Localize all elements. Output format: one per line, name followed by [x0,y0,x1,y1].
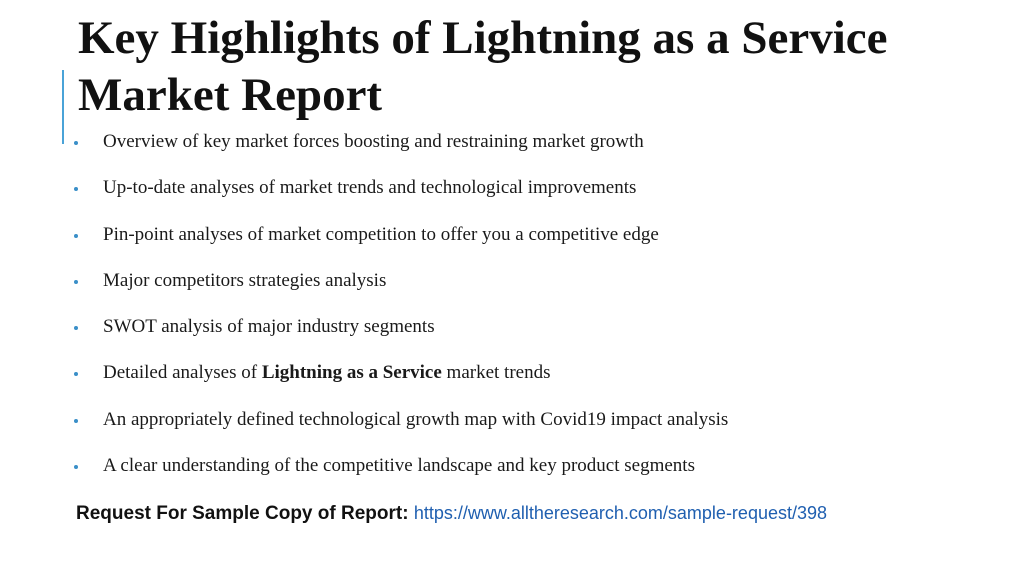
list-item: Up-to-date analyses of market trends and… [70,174,970,220]
list-item-text: Overview of key market forces boosting a… [103,131,644,152]
list-item-text-prefix: Detailed analyses of [103,362,262,384]
bullet-dot-icon [74,326,78,331]
cta-label: Request For Sample Copy of Report: [76,503,409,524]
highlights-list: Overview of key market forces boosting a… [70,128,970,498]
list-item-text: An appropriately defined technological g… [103,408,729,430]
list-item: A clear understanding of the competitive… [70,452,970,498]
list-item: An appropriately defined technological g… [70,406,970,452]
list-item: Pin-point analyses of market competition… [70,221,970,267]
list-item: Overview of key market forces boosting a… [70,128,970,174]
bullet-dot-icon [74,418,78,423]
list-item: Major competitors strategies analysis [70,267,970,313]
bullet-dot-icon [74,233,78,238]
sample-request-link[interactable]: https://www.alltheresearch.com/sample-re… [413,503,828,523]
list-item: Detailed analyses of Lightning as a Serv… [70,359,970,405]
list-item-text-bold: Lightning as a Service [261,362,442,384]
list-item-text: Up-to-date analyses of market trends and… [103,177,637,199]
bullet-dot-icon [74,372,78,377]
list-item: SWOT analysis of major industry segments [70,313,970,359]
list-item-text-suffix: market trends [441,362,551,384]
list-item-text: Major competitors strategies analysis [103,269,387,291]
list-item-text: A clear understanding of the competitive… [103,455,695,477]
slide-title: Key Highlights of Lightning as a Service… [78,12,888,121]
bullet-dot-icon [74,279,78,284]
bullet-dot-icon [74,465,78,470]
title-accent-bar [62,70,64,144]
sample-request-cta: Request For Sample Copy of Report: https… [76,500,827,527]
bullet-dot-icon [74,187,78,192]
bullet-dot-icon [74,141,78,145]
list-item-text: SWOT analysis of major industry segments [103,316,435,338]
list-item-text: Pin-point analyses of market competition… [103,223,659,245]
